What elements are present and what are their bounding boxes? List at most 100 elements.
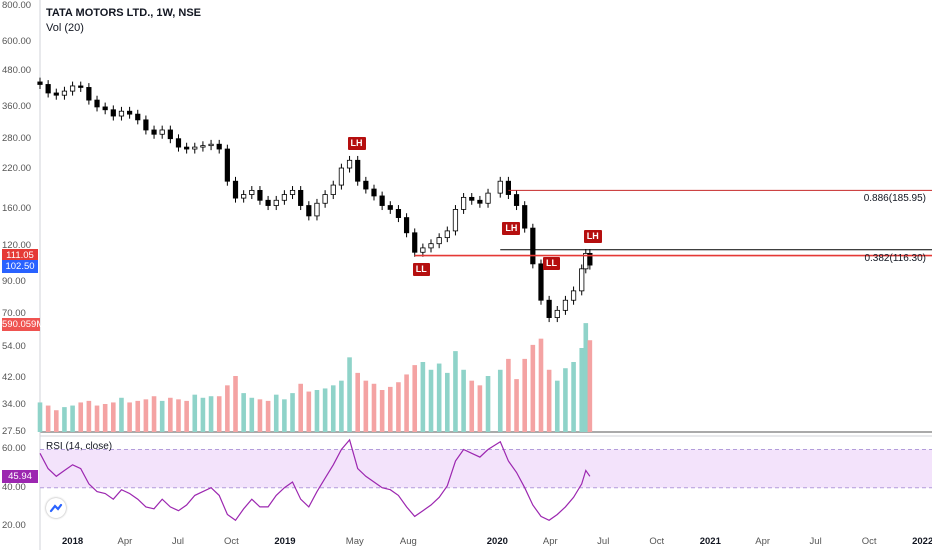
candle-body bbox=[579, 268, 585, 292]
volume-bar bbox=[579, 348, 585, 432]
volume-bar bbox=[554, 380, 560, 432]
price-tick-label: 220.00 bbox=[2, 163, 32, 175]
candle-body bbox=[538, 263, 544, 301]
volume-bar bbox=[233, 376, 238, 432]
time-tick-label: Apr bbox=[542, 536, 558, 547]
swing-marker-lh[interactable]: LH bbox=[347, 136, 366, 150]
candle-body bbox=[306, 205, 312, 217]
volume-bar bbox=[436, 363, 442, 432]
volume-bar bbox=[461, 369, 466, 432]
time-tick-label: May bbox=[345, 536, 364, 547]
candle-body bbox=[208, 143, 214, 147]
volume-bar bbox=[396, 382, 401, 432]
candle-body bbox=[485, 192, 491, 204]
candle-body bbox=[469, 196, 475, 201]
candle-body bbox=[497, 180, 503, 194]
price-tick-label: 54.00 bbox=[2, 340, 26, 352]
candle-body bbox=[37, 81, 43, 85]
price-tick-label: 34.00 bbox=[2, 399, 26, 411]
candle-body bbox=[546, 299, 552, 318]
tradingview-logo-icon[interactable] bbox=[46, 498, 66, 518]
volume-bar bbox=[306, 391, 312, 432]
volume-bar bbox=[200, 397, 206, 432]
volume-bar bbox=[151, 396, 157, 432]
rsi-tick-label: 60.00 bbox=[2, 443, 26, 455]
candle-body bbox=[159, 129, 165, 135]
candle-body bbox=[143, 119, 149, 131]
volume-bar bbox=[225, 385, 230, 432]
time-tick-label: Apr bbox=[755, 536, 771, 547]
price-tick-label: 280.00 bbox=[2, 132, 32, 144]
candle-body bbox=[94, 99, 100, 108]
volume-bar bbox=[371, 383, 377, 432]
volume-bar bbox=[485, 376, 491, 432]
candle-body bbox=[257, 189, 263, 201]
candle-body bbox=[412, 232, 418, 253]
volume-bar bbox=[546, 369, 552, 432]
candle-body bbox=[420, 247, 426, 253]
volume-bar bbox=[587, 340, 593, 432]
volume-bar bbox=[412, 365, 418, 432]
price-tick-label: 800.00 bbox=[2, 0, 32, 11]
volume-indicator-label: Vol (20) bbox=[46, 22, 84, 34]
volume-bar bbox=[453, 351, 458, 432]
candle-body bbox=[513, 194, 520, 206]
volume-bar bbox=[420, 362, 426, 432]
swing-marker-lh[interactable]: LH bbox=[502, 222, 521, 236]
time-tick-label: 2021 bbox=[699, 536, 721, 547]
volume-bar bbox=[571, 362, 576, 432]
volume-bar bbox=[265, 400, 271, 432]
time-tick-label: Apr bbox=[117, 536, 133, 547]
volume-bar bbox=[387, 386, 393, 432]
time-tick-label: Jul bbox=[809, 536, 822, 547]
volume-bar bbox=[168, 397, 173, 432]
price-tick-label: 27.50 bbox=[2, 426, 26, 437]
swing-marker-ll[interactable]: LL bbox=[412, 263, 430, 277]
rsi-tick-label: 40.00 bbox=[2, 481, 26, 493]
bid-price-badge: 111.05 bbox=[2, 248, 38, 262]
volume-bar bbox=[119, 397, 124, 432]
price-tick-label: 160.00 bbox=[2, 203, 32, 215]
volume-bar bbox=[86, 400, 92, 432]
candle-body bbox=[530, 227, 536, 265]
swing-marker-ll[interactable]: LL bbox=[543, 256, 561, 270]
candle-body bbox=[428, 243, 434, 249]
price-tick-label: 600.00 bbox=[2, 36, 32, 48]
volume-bar bbox=[583, 323, 589, 432]
volume-bar bbox=[469, 380, 475, 432]
volume-bar bbox=[62, 407, 67, 432]
time-tick-label: Jul bbox=[171, 536, 184, 547]
last-price-badge: 102.50 bbox=[2, 259, 38, 273]
candle-body bbox=[570, 290, 577, 301]
swing-marker-lh[interactable]: LH bbox=[583, 229, 602, 243]
volume-bar bbox=[290, 393, 295, 432]
volume-badge: 590.059M bbox=[2, 318, 45, 331]
volume-bar bbox=[514, 379, 519, 432]
candle-body bbox=[69, 85, 76, 92]
volume-bar bbox=[497, 369, 503, 432]
time-tick-label: Oct bbox=[649, 536, 665, 547]
candle-body bbox=[444, 230, 450, 239]
candle-body bbox=[460, 196, 467, 210]
volume-bar bbox=[428, 369, 434, 432]
candle-body bbox=[298, 189, 304, 206]
volume-bar bbox=[143, 399, 149, 432]
volume-bar bbox=[273, 394, 279, 432]
price-tick-label: 70.00 bbox=[2, 307, 26, 319]
candle-body bbox=[118, 110, 125, 117]
volume-bar bbox=[355, 372, 360, 432]
candle-body bbox=[363, 180, 369, 190]
candle-body bbox=[379, 195, 385, 206]
volume-bar bbox=[192, 394, 198, 432]
volume-bar bbox=[298, 383, 303, 432]
price-tick-label: 360.00 bbox=[2, 100, 32, 112]
candle-body bbox=[371, 188, 377, 197]
volume-bar bbox=[249, 397, 255, 432]
candle-body bbox=[273, 199, 279, 206]
candle-body bbox=[102, 106, 108, 111]
volume-bar bbox=[184, 400, 189, 432]
time-tick-label: 2019 bbox=[274, 536, 296, 547]
candle-body bbox=[477, 199, 483, 204]
volume-bar bbox=[322, 388, 328, 432]
